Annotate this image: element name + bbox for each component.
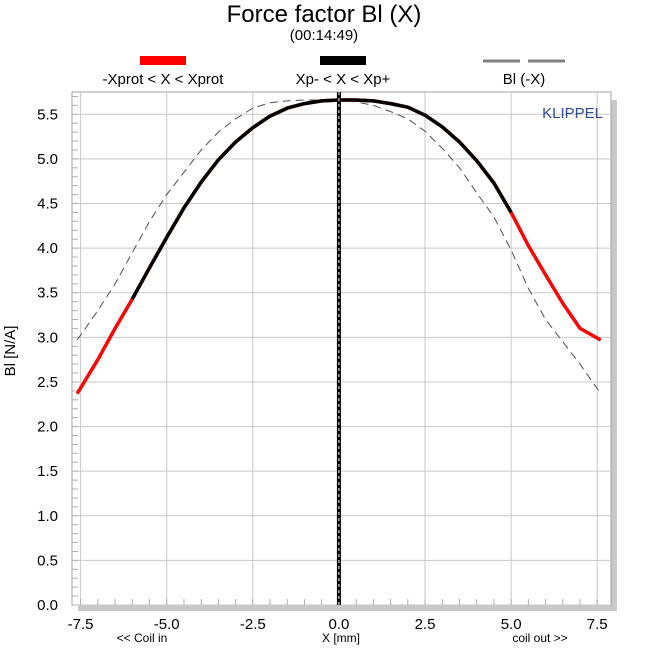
y-tick-label: 0.0 [37, 597, 58, 614]
y-tick-label: 3.5 [37, 285, 58, 302]
y-tick-label: 0.5 [37, 552, 58, 569]
x-tick-label: 2.5 [415, 616, 436, 633]
y-tick-label: 2.0 [37, 419, 58, 436]
chart-subtitle: (00:14:49) [289, 27, 359, 44]
legend-swatch-xp [320, 56, 366, 65]
plot-shadow-right [611, 100, 617, 611]
chart-title: Force factor Bl (X) [226, 1, 422, 28]
x-annotation-coil-in: << Coil in [117, 631, 168, 645]
legend: -Xprot < X < Xprot Xp- < X < Xp+ Bl (-X) [103, 56, 565, 88]
legend-swatch-xprot [140, 56, 186, 65]
tick-labels: 0.0 0.5 1.0 1.5 2.0 2.5 3.0 3.5 4.0 4.5 5.0 5.5 -7.5… [37, 106, 608, 633]
y-tick-label: 4.5 [37, 196, 58, 213]
y-axis-label: Bl [N/A] [2, 326, 19, 377]
series-layer [75, 92, 602, 605]
x-tick-label: 7.5 [587, 616, 608, 633]
x-tick-label: -5.0 [154, 616, 180, 633]
x-tick-label: -7.5 [68, 616, 94, 633]
x-tick-label: -2.5 [240, 616, 266, 633]
y-tick-label: 2.5 [37, 374, 58, 391]
y-tick-label: 3.0 [37, 329, 58, 346]
series-xp-line [130, 98, 513, 300]
y-tick-label: 4.0 [37, 240, 58, 257]
x-tick-label: 5.0 [501, 616, 522, 633]
y-tick-label: 1.0 [37, 508, 58, 525]
y-tick-label: 5.0 [37, 151, 58, 168]
x-axis-label: X [mm] [322, 631, 360, 645]
plot-area [71, 91, 612, 606]
plot-shadow-bottom [78, 605, 617, 611]
klippel-watermark: KLIPPEL [542, 105, 603, 122]
legend-label-xp: Xp- < X < Xp+ [296, 71, 391, 88]
x-annotation-coil-out: coil out >> [512, 631, 567, 645]
legend-label-bl-mirror: Bl (-X) [503, 71, 546, 88]
y-tick-label: 1.5 [37, 463, 58, 480]
x-tick-label: 0.0 [328, 616, 349, 633]
y-tick-label: 5.5 [37, 106, 58, 123]
legend-label-xprot: -Xprot < X < Xprot [103, 71, 225, 88]
